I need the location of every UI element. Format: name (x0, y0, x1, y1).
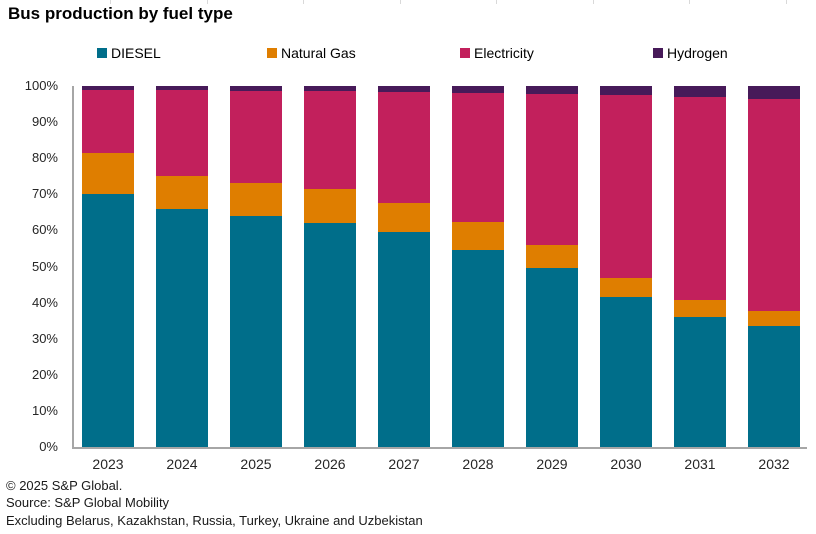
bar-segment-2032-electricity (748, 98, 800, 311)
legend-item-diesel: DIESEL (97, 44, 161, 62)
x-axis-tick-label-2030: 2030 (610, 456, 642, 472)
bar-segment-2025-electricity (230, 90, 282, 184)
top-ruler-tick (689, 0, 690, 4)
legend-swatch-diesel-icon (97, 48, 107, 58)
bar-segment-2024-electricity (156, 90, 208, 177)
bar-segment-2026-diesel (304, 223, 356, 447)
bar-segment-2026-natural-gas (304, 189, 356, 224)
bar-segment-2027-electricity (378, 92, 430, 204)
y-axis-tick-label: 100% (24, 78, 58, 93)
y-axis-tick-label: 50% (31, 258, 58, 274)
x-axis-tick-label-2025: 2025 (240, 456, 272, 472)
bar-segment-2023-hydrogen (82, 86, 134, 90)
y-axis-tick-label: 20% (31, 366, 58, 382)
bar-segment-2030-natural-gas (600, 278, 652, 298)
bar-segment-2032-diesel (748, 326, 800, 447)
bar-segment-2024-hydrogen (156, 86, 208, 91)
legend-swatch-hydrogen-icon (653, 48, 663, 58)
legend-label-hydrogen: Hydrogen (667, 45, 728, 61)
bar-segment-2029-hydrogen (526, 86, 578, 94)
x-axis-tick-label-2032: 2032 (758, 456, 790, 472)
top-ruler-tick (785, 0, 787, 4)
bar-segment-2027-hydrogen (378, 86, 430, 93)
bar-segment-2031-electricity (674, 96, 726, 301)
bar-segment-2031-diesel (674, 317, 726, 447)
bar-segment-2026-electricity (304, 91, 356, 190)
y-axis-tick-label: 40% (31, 294, 58, 310)
y-axis-tick-label: 0% (39, 439, 58, 454)
bar-segment-2028-natural-gas (452, 222, 504, 251)
bar-segment-2029-electricity (526, 93, 578, 246)
top-ruler-tick (399, 0, 401, 4)
y-axis-tick-label: 70% (31, 186, 58, 202)
bar-segment-2024-natural-gas (156, 176, 208, 209)
bar-segment-2032-hydrogen (748, 86, 800, 99)
bar-segment-2023-electricity (82, 89, 134, 153)
y-axis-line (72, 86, 74, 449)
bar-segment-2027-diesel (378, 232, 430, 447)
legend-swatch-natural-gas-icon (267, 48, 277, 58)
bar-segment-2028-electricity (452, 92, 504, 223)
bar-segment-2029-diesel (526, 268, 578, 447)
bar-segment-2030-diesel (600, 297, 652, 447)
bar-segment-2030-hydrogen (600, 86, 652, 96)
legend-item-electricity: Electricity (460, 44, 534, 62)
bar-segment-2023-diesel (82, 194, 134, 447)
legend-label-diesel: DIESEL (111, 45, 161, 61)
y-axis-tick-label: 60% (31, 222, 58, 238)
bar-segment-2029-natural-gas (526, 245, 578, 269)
bar-segment-2023-natural-gas (82, 152, 134, 195)
legend-item-hydrogen: Hydrogen (653, 44, 728, 62)
bar-segment-2030-electricity (600, 95, 652, 279)
y-axis-tick-label: 80% (31, 150, 58, 166)
source-text: Source: S&P Global Mobility (6, 495, 170, 511)
y-axis-tick-label: 90% (31, 114, 58, 130)
legend-swatch-electricity-icon (460, 48, 470, 58)
x-axis-tick-label-2024: 2024 (166, 456, 198, 472)
bar-segment-2025-diesel (230, 215, 282, 447)
top-ruler-tick (592, 0, 594, 4)
bar-segment-2032-natural-gas (748, 310, 800, 327)
bar-segment-2027-natural-gas (378, 203, 430, 233)
x-axis-tick-label-2026: 2026 (314, 456, 346, 472)
y-axis-tick-label: 30% (31, 330, 58, 346)
top-ruler-tick (303, 0, 304, 4)
bar-segment-2028-diesel (452, 250, 504, 447)
chart-title: Bus production by fuel type (8, 4, 233, 23)
x-axis-tick-label-2029: 2029 (536, 456, 568, 472)
bar-segment-2025-natural-gas (230, 183, 282, 216)
copyright-text: © 2025 S&P Global. (6, 478, 123, 493)
x-axis-tick-label-2028: 2028 (462, 456, 494, 472)
bar-segment-2025-hydrogen (230, 86, 282, 91)
bar-segment-2024-diesel (156, 208, 208, 447)
bar-segment-2028-hydrogen (452, 86, 504, 93)
x-axis-tick-label-2023: 2023 (92, 456, 124, 472)
legend-item-natural-gas: Natural Gas (267, 44, 356, 62)
y-axis-tick-label: 10% (31, 402, 58, 418)
x-axis-tick-label-2031: 2031 (684, 456, 716, 472)
top-ruler-tick (206, 0, 208, 4)
top-ruler-tick (496, 0, 497, 4)
legend-label-electricity: Electricity (474, 45, 534, 61)
chart-footer: © 2025 S&P Global. Source: S&P Global Mo… (6, 477, 806, 529)
x-axis-tick-label-2027: 2027 (388, 456, 420, 472)
exclusion-note-text: Excluding Belarus, Kazakhstan, Russia, T… (6, 512, 423, 528)
top-ruler-tick (110, 0, 111, 4)
bar-segment-2031-hydrogen (674, 86, 726, 97)
legend-label-natural-gas: Natural Gas (281, 45, 356, 61)
legend: DIESEL Natural Gas Electricity Hydrogen (0, 44, 816, 64)
bar-segment-2031-natural-gas (674, 300, 726, 318)
x-axis-line (72, 447, 807, 449)
bar-segment-2026-hydrogen (304, 86, 356, 92)
